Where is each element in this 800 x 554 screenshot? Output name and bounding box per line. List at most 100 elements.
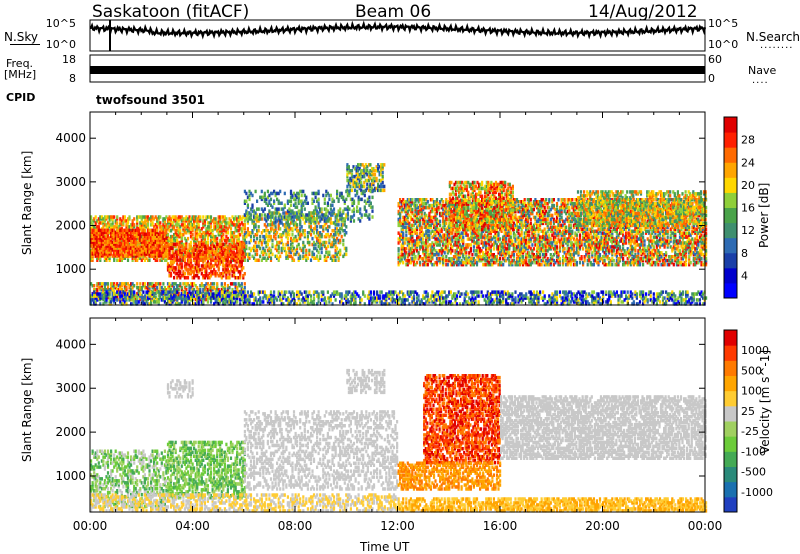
power-cell — [119, 230, 122, 235]
power-cell — [231, 234, 234, 239]
power-cell — [240, 217, 243, 221]
power-cell — [103, 248, 106, 252]
power-cell — [99, 221, 102, 225]
power-cell — [113, 248, 116, 252]
power-cell — [100, 217, 103, 221]
power-cell — [125, 240, 128, 244]
power-cell — [148, 250, 151, 254]
power-cell — [111, 240, 114, 244]
power-cell — [403, 241, 406, 245]
power-cell — [139, 248, 142, 252]
power-cell — [106, 289, 110, 294]
power-cell — [122, 232, 125, 236]
power-cell — [128, 230, 131, 235]
power-cell — [136, 291, 139, 296]
power-cell — [325, 240, 328, 245]
power-cell — [103, 288, 106, 292]
power-cell — [222, 215, 225, 219]
power-cell — [114, 244, 117, 248]
power-cell — [142, 240, 145, 244]
power-cell — [206, 236, 209, 241]
power-cell — [150, 297, 153, 302]
power-cell — [93, 225, 96, 229]
power-cell — [148, 228, 151, 233]
power-cell — [108, 256, 111, 260]
power-cell — [209, 256, 213, 260]
power-cell — [303, 244, 306, 249]
power-cell — [150, 238, 153, 242]
power-cell — [142, 236, 145, 240]
power-cell — [189, 244, 193, 248]
power-cell — [91, 234, 94, 238]
power-cell — [106, 284, 110, 288]
power-cell — [283, 246, 286, 251]
power-cell — [126, 258, 130, 262]
power-cell — [199, 288, 202, 292]
power-cell — [114, 232, 117, 236]
power-cell — [145, 225, 148, 229]
power-cell — [185, 244, 188, 248]
power-cell — [116, 230, 119, 235]
power-cell — [122, 215, 125, 219]
power-cell — [103, 217, 106, 221]
power-cell — [148, 282, 151, 286]
power-cell — [213, 236, 216, 241]
power-cell — [177, 234, 180, 239]
power-cell — [126, 248, 130, 252]
power-cell — [180, 238, 183, 243]
power-cell — [189, 217, 193, 221]
power-cell — [174, 223, 177, 227]
power-cell — [202, 234, 205, 239]
power-cell — [99, 286, 102, 290]
power-cell — [174, 215, 177, 219]
power-cell — [154, 232, 157, 236]
power-cell — [122, 221, 125, 225]
power-cell — [229, 260, 233, 264]
power-cell — [223, 242, 226, 247]
power-cell — [209, 289, 213, 294]
power-cell — [214, 240, 217, 245]
power-cell — [143, 225, 146, 229]
power-cell — [123, 238, 126, 242]
power-cell — [110, 252, 113, 256]
power-cell — [116, 295, 119, 300]
power-cell — [122, 238, 125, 242]
power-cell — [120, 234, 123, 238]
power-cell — [146, 221, 150, 225]
power-cell — [182, 244, 185, 249]
power-cell — [150, 223, 153, 227]
power-cell — [240, 221, 243, 225]
power-cell — [146, 242, 150, 246]
power-cell — [211, 234, 214, 239]
power-cell — [197, 240, 200, 245]
power-cell — [163, 244, 166, 248]
power-cell — [162, 223, 165, 227]
power-cell — [94, 250, 97, 254]
power-cell — [143, 236, 146, 240]
power-cell — [114, 219, 117, 223]
power-cell — [150, 236, 153, 240]
power-cell — [239, 244, 242, 249]
power-cell — [134, 250, 137, 254]
power-cell — [180, 288, 183, 292]
power-cell — [200, 238, 203, 243]
power-cell — [497, 231, 500, 235]
power-cell — [131, 240, 134, 244]
power-cell — [202, 219, 205, 223]
power-cell — [122, 230, 125, 235]
power-cell — [226, 284, 229, 288]
nsearch-tick-top: 10^5 — [708, 17, 739, 30]
power-cell — [103, 284, 106, 288]
power-cell — [217, 217, 220, 221]
power-cell — [99, 215, 102, 219]
power-cell — [426, 262, 429, 267]
power-cell — [103, 223, 106, 227]
power-cell — [183, 282, 186, 286]
power-cell — [234, 223, 237, 227]
power-cell — [111, 242, 114, 246]
power-cell — [203, 238, 206, 243]
power-cell — [146, 219, 150, 223]
power-cell — [170, 236, 173, 241]
power-cell — [162, 288, 165, 292]
power-cell — [179, 225, 182, 229]
